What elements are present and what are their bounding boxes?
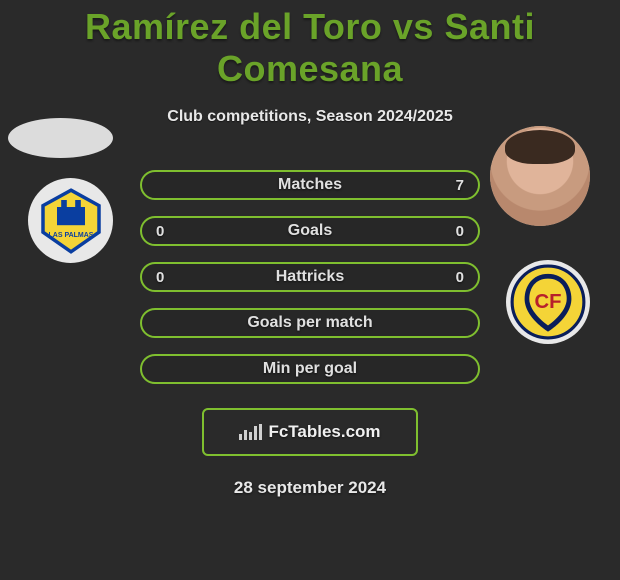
left-club-crest: LAS PALMAS xyxy=(28,178,113,263)
stat-pill-goals-per-match: Goals per match xyxy=(140,308,480,338)
stat-right-value: 0 xyxy=(424,223,464,240)
stat-row: Min per goal xyxy=(0,354,620,384)
brand-box: FcTables.com xyxy=(202,408,418,456)
stat-pill-min-per-goal: Min per goal xyxy=(140,354,480,384)
right-player-avatar xyxy=(490,126,590,226)
stat-pill-matches: Matches 7 xyxy=(140,170,480,200)
face-icon xyxy=(490,126,590,226)
stat-label: Goals xyxy=(196,222,424,240)
right-club-crest: CF xyxy=(506,260,590,344)
svg-text:CF: CF xyxy=(534,291,561,313)
page-title: Ramírez del Toro vs Santi Comesana xyxy=(0,0,620,90)
stat-label: Hattricks xyxy=(196,268,424,286)
date-label: 28 september 2024 xyxy=(0,478,620,498)
stat-left-value: 0 xyxy=(156,269,196,286)
stat-right-value: 7 xyxy=(424,177,464,194)
las-palmas-crest-icon: LAS PALMAS xyxy=(36,186,106,256)
svg-text:LAS PALMAS: LAS PALMAS xyxy=(48,232,93,239)
villarreal-crest-icon: CF xyxy=(509,263,587,341)
left-player-avatar xyxy=(8,118,113,158)
stat-label: Goals per match xyxy=(196,314,424,332)
brand-label: FcTables.com xyxy=(268,422,380,442)
stat-label: Matches xyxy=(196,176,424,194)
bar-chart-icon xyxy=(239,424,262,440)
stat-pill-goals: 0 Goals 0 xyxy=(140,216,480,246)
stat-label: Min per goal xyxy=(196,360,424,378)
stat-right-value: 0 xyxy=(424,269,464,286)
stat-pill-hattricks: 0 Hattricks 0 xyxy=(140,262,480,292)
stat-left-value: 0 xyxy=(156,223,196,240)
